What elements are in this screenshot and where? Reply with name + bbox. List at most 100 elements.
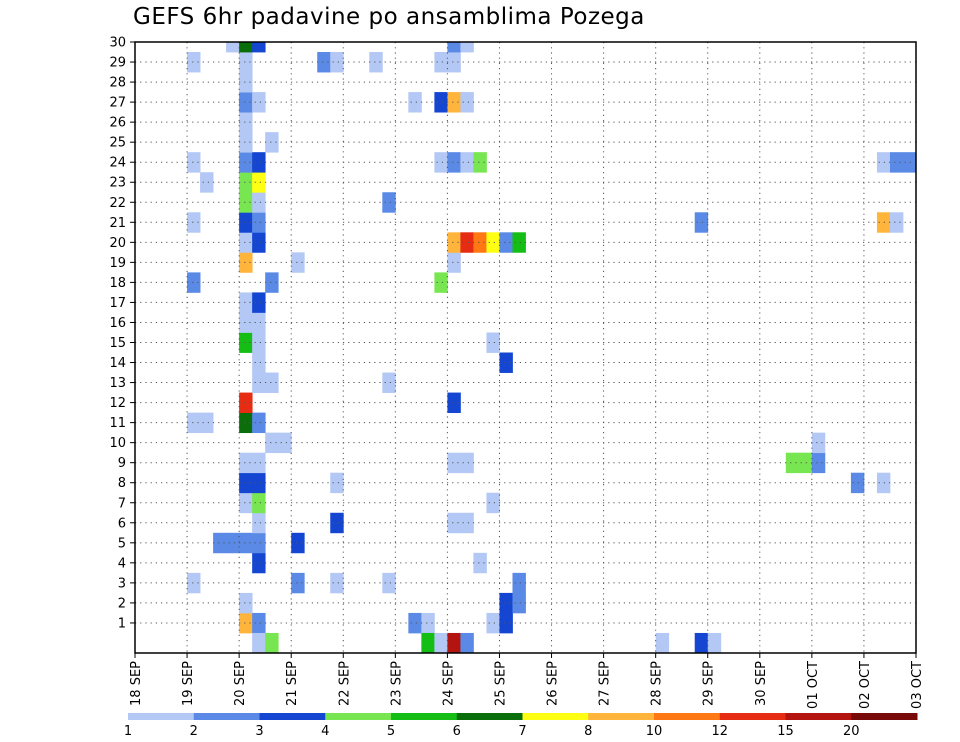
heatmap-cell — [252, 312, 266, 333]
heatmap-cell — [876, 152, 891, 173]
y-tick-label: 8 — [118, 476, 126, 491]
x-tick-label: 26 SEP — [546, 661, 561, 706]
heatmap-cell — [382, 372, 396, 393]
heatmap-cell — [252, 512, 266, 534]
heatmap-cell — [239, 52, 253, 73]
heatmap-cell — [330, 52, 344, 73]
heatmap-cell — [239, 92, 253, 113]
heatmap-cell — [447, 232, 461, 253]
x-tick-label: 27 SEP — [598, 661, 613, 706]
heatmap-cell — [447, 52, 461, 73]
x-tick-label: 19 SEP — [181, 661, 196, 706]
x-tick-label: 30 SEP — [754, 661, 769, 706]
heatmap-cell — [434, 152, 448, 173]
heatmap-cell — [239, 492, 253, 514]
heatmap-cell — [265, 372, 279, 393]
x-axis: 18 SEP 19 SEP 20 SEP 21 SEP 22 SEP 23 SEP 24 S… — [129, 653, 925, 709]
heatmap-cell — [694, 632, 709, 654]
legend-label: 5 — [387, 724, 395, 739]
heatmap-cell — [798, 452, 813, 474]
y-tick-label: 5 — [118, 536, 126, 551]
heatmap-cell — [460, 452, 474, 474]
heatmap-cell — [200, 172, 214, 193]
legend-label: 4 — [321, 724, 329, 739]
heatmap-cell — [252, 632, 266, 654]
heatmap-cell — [460, 152, 474, 173]
heatmap-cell — [707, 632, 722, 654]
heatmap-cell — [447, 252, 461, 273]
heatmap-cell — [239, 532, 253, 554]
heatmap-cell — [265, 272, 279, 293]
heatmap-cell — [265, 432, 279, 454]
heatmap-cell — [486, 232, 500, 253]
y-tick-label: 27 — [109, 96, 126, 111]
y-tick-label: 1 — [118, 616, 126, 631]
chart-title: GEFS 6hr padavine po ansamblima Pozega — [133, 4, 645, 30]
heatmap-cell — [499, 352, 513, 373]
heatmap-cell — [252, 452, 266, 474]
heatmap-cell — [252, 472, 266, 494]
heatmap-cell — [239, 452, 253, 474]
heatmap-cell — [330, 472, 344, 494]
y-tick-label: 6 — [118, 516, 126, 531]
heatmap-cell — [694, 212, 709, 233]
heatmap-cell — [200, 412, 214, 434]
heatmap-cell — [239, 152, 253, 173]
y-tick-label: 14 — [109, 356, 126, 371]
heatmap-cell — [239, 392, 253, 414]
heatmap-cell — [447, 92, 461, 113]
y-axis: 1234567891011121314151617181920212223242… — [109, 36, 135, 631]
heatmap-cell — [239, 292, 253, 313]
heatmap-cell — [486, 492, 500, 514]
heatmap-cell — [369, 52, 383, 73]
y-tick-label: 7 — [118, 496, 126, 511]
heatmap-cell — [252, 232, 266, 253]
heatmap-cell — [785, 452, 800, 474]
heatmap-cell — [239, 112, 253, 133]
heatmap-cell — [252, 612, 266, 634]
heatmap-cell — [434, 632, 448, 654]
heatmap-cell — [434, 92, 448, 113]
heatmap-cell — [187, 272, 201, 293]
heatmap-cell — [473, 152, 487, 173]
grid-layer — [135, 41, 916, 653]
heatmap-cell — [252, 292, 266, 313]
legend-label: 6 — [453, 724, 461, 739]
heatmap-cell — [239, 332, 253, 353]
heatmap-cell — [850, 472, 865, 494]
y-tick-label: 12 — [109, 396, 126, 411]
heatmap-cell — [239, 172, 253, 193]
y-tick-label: 18 — [109, 276, 126, 291]
heatmap-cell — [252, 552, 266, 574]
heatmap-cell — [876, 212, 891, 233]
heatmap-cell — [252, 352, 266, 373]
heatmap-cell — [239, 72, 253, 93]
heatmap-cell — [252, 152, 266, 173]
y-tick-label: 29 — [109, 56, 126, 71]
heatmap-cell — [447, 152, 461, 173]
heatmap-cell — [239, 472, 253, 494]
heatmap-cell — [239, 412, 253, 434]
heatmap-cell — [889, 212, 904, 233]
y-tick-label: 25 — [109, 136, 126, 151]
heatmap-cell — [239, 252, 253, 273]
legend-swatch — [522, 713, 589, 720]
heatmap-cell — [291, 252, 305, 273]
y-tick-label: 11 — [109, 416, 126, 431]
heatmap-cell — [512, 572, 526, 594]
heatmap-cell — [460, 92, 474, 113]
x-tick-label: 24 SEP — [441, 661, 456, 706]
heatmap-cell — [226, 532, 240, 554]
cells-layer — [187, 42, 917, 654]
heatmap-cell — [447, 392, 461, 414]
heatmap-cell — [889, 152, 904, 173]
heatmap-cell — [239, 312, 253, 333]
heatmap-cell — [486, 332, 500, 353]
x-tick-label: 21 SEP — [285, 661, 300, 706]
heatmap-cell — [434, 272, 448, 293]
heatmap-cell — [473, 232, 487, 253]
y-tick-label: 9 — [118, 456, 126, 471]
heatmap-cell — [473, 552, 487, 574]
heatmap-cell — [317, 52, 331, 73]
y-tick-label: 16 — [109, 316, 126, 331]
